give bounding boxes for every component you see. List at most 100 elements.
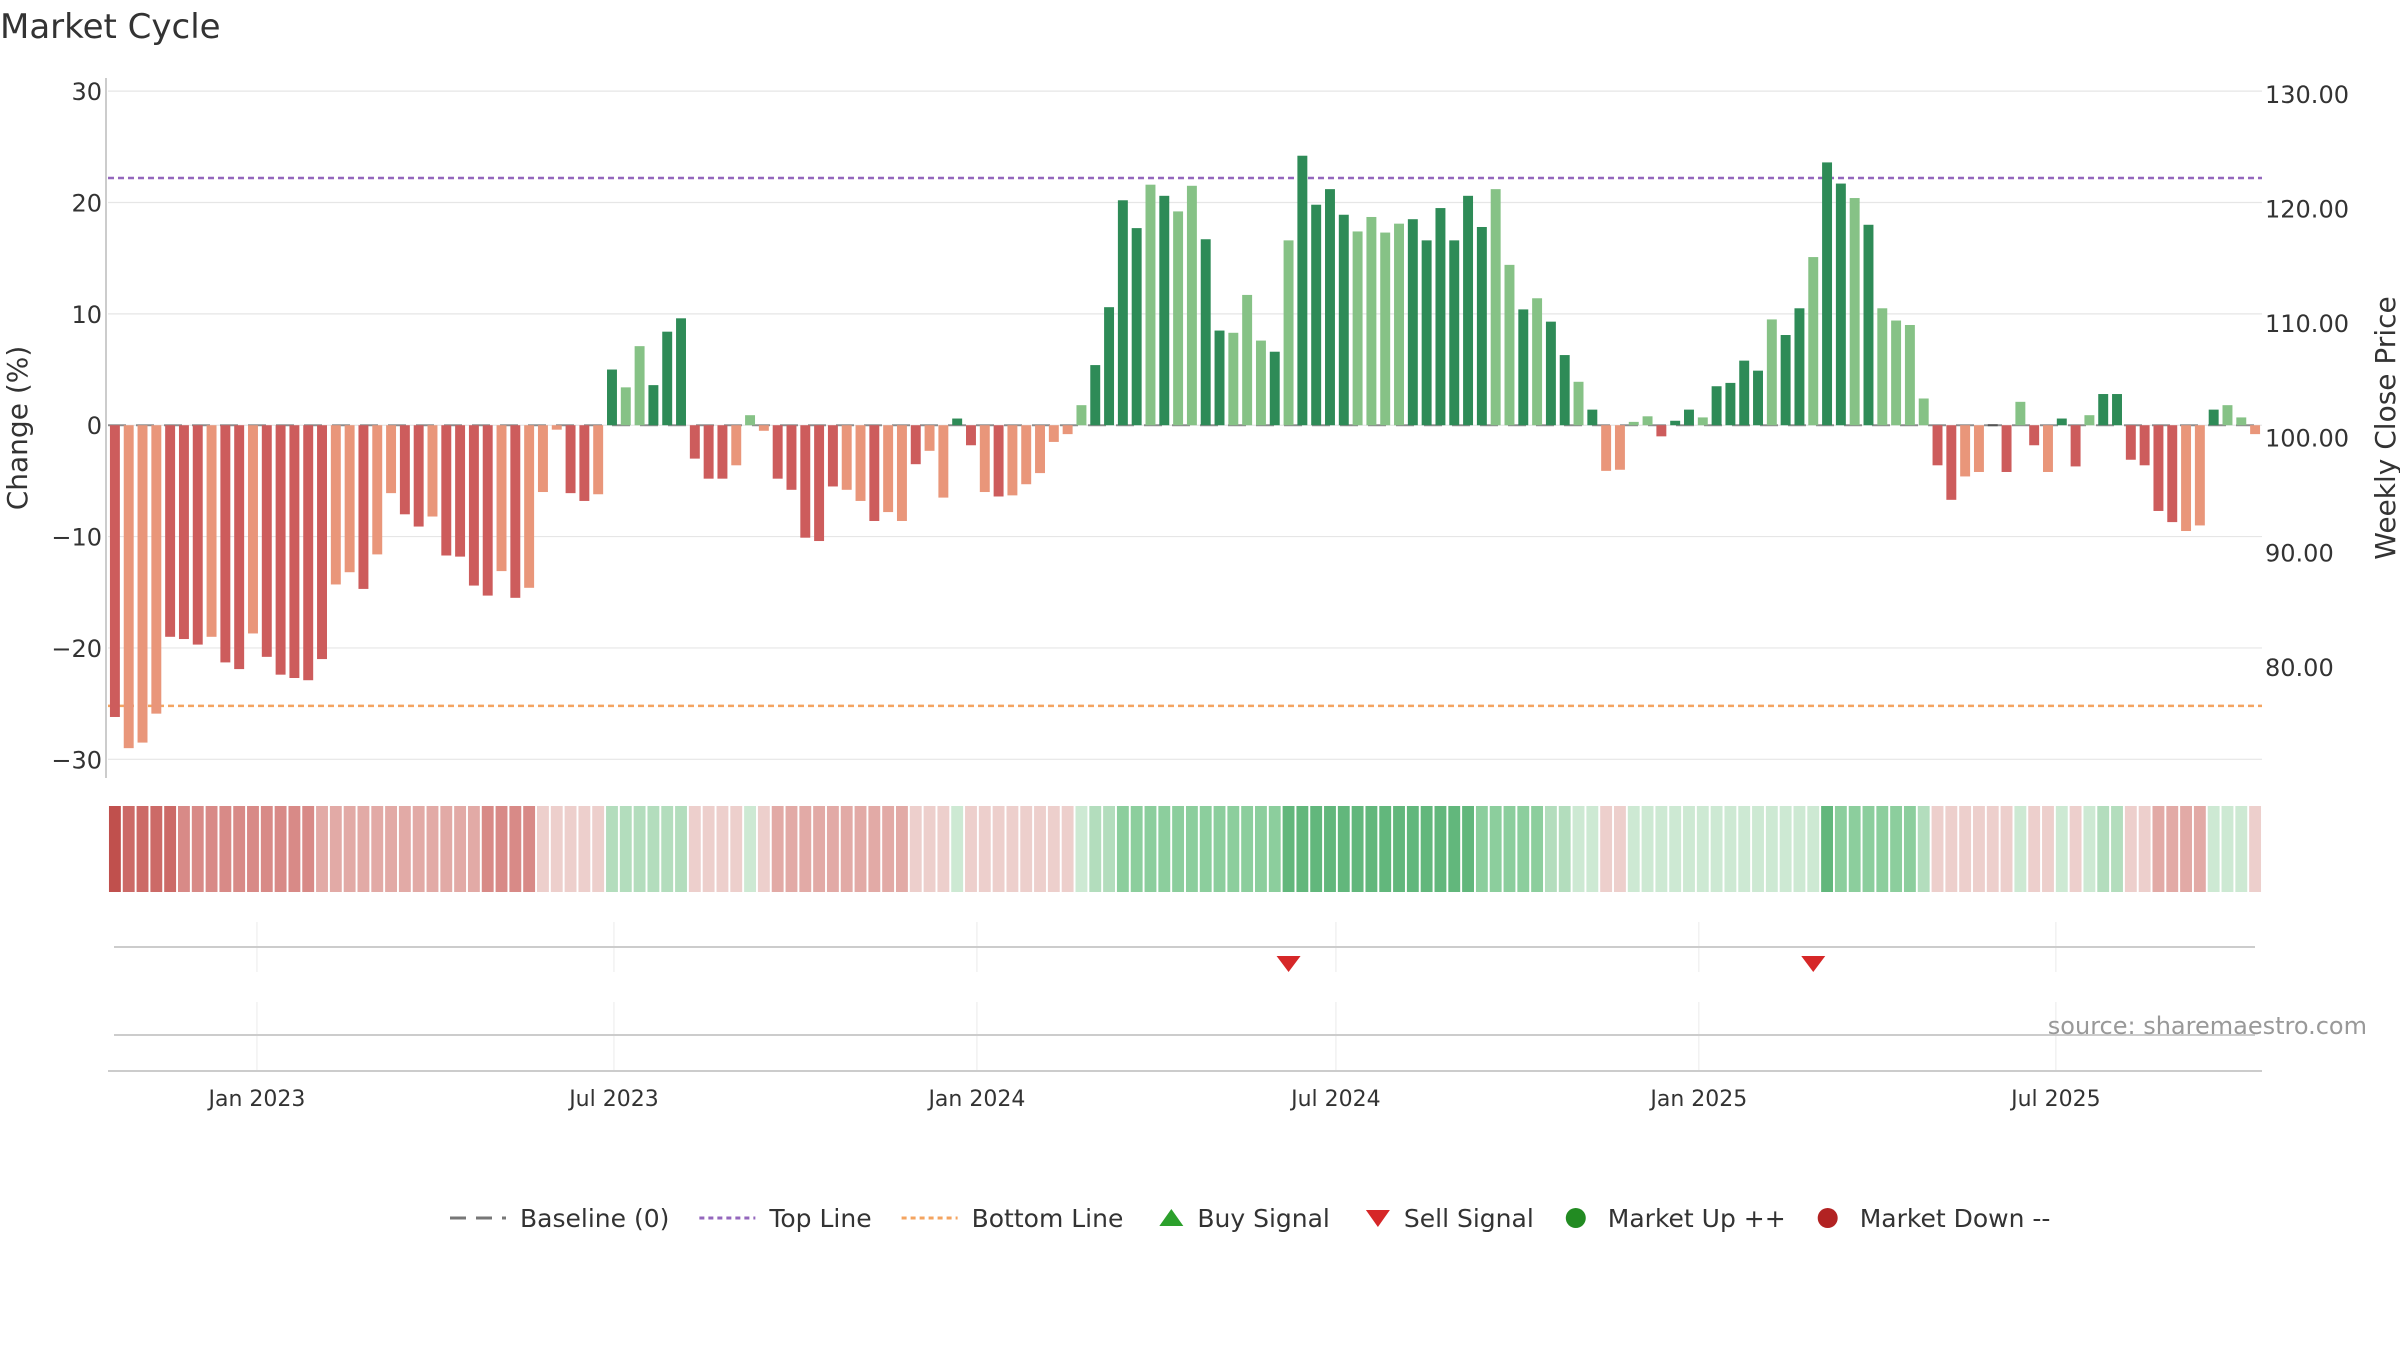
heat-cell xyxy=(896,806,908,892)
bar xyxy=(662,331,673,426)
bar xyxy=(2181,425,2192,532)
heat-cell xyxy=(191,806,204,892)
bar xyxy=(745,415,756,426)
heat-cell xyxy=(1310,806,1323,892)
heat-cell xyxy=(1448,806,1461,892)
bar xyxy=(551,425,562,430)
heat-cell xyxy=(1517,806,1530,892)
heat-cell xyxy=(150,806,163,892)
heat-cell xyxy=(1227,806,1240,892)
legend-item-baseline: Baseline (0) xyxy=(450,1204,669,1233)
x-tick-label: Jul 2025 xyxy=(2009,1087,2101,1112)
bar xyxy=(1891,320,1902,426)
bar xyxy=(910,425,921,465)
heat-cell xyxy=(1724,806,1737,892)
bar xyxy=(1173,211,1184,426)
bar xyxy=(2222,405,2233,426)
heat-cell xyxy=(454,806,467,892)
bar xyxy=(275,425,286,675)
heat-cell xyxy=(2180,806,2192,892)
heat-cell xyxy=(398,806,411,892)
bar xyxy=(1960,425,1971,477)
heat-cell xyxy=(426,806,439,892)
bar xyxy=(1670,420,1681,426)
bar xyxy=(2070,425,2081,467)
change-bars xyxy=(109,155,2261,749)
bar xyxy=(827,425,838,487)
heat-cell xyxy=(357,806,370,892)
heat-cell xyxy=(1614,806,1626,892)
bar xyxy=(1849,198,1860,426)
heat-cell xyxy=(2166,806,2179,892)
heat-cell xyxy=(1890,806,1903,892)
heat-cell xyxy=(1696,806,1709,892)
heat-cell xyxy=(1655,806,1668,892)
heat-cell xyxy=(178,806,190,892)
heat-cell xyxy=(1282,806,1295,892)
bar xyxy=(178,425,189,640)
bar xyxy=(1394,223,1404,426)
heat-cell xyxy=(2249,806,2262,892)
bar xyxy=(1587,409,1598,426)
heat-cell xyxy=(1807,806,1820,892)
heat-cell xyxy=(1641,806,1654,892)
bar xyxy=(1242,294,1253,426)
heat-cell xyxy=(1061,806,1074,892)
bar xyxy=(896,425,907,521)
bar xyxy=(372,425,383,555)
y-tick-label-right: 120.00 xyxy=(2265,195,2349,223)
y-axis-left-label: Change (%) xyxy=(1,346,34,511)
heat-cell xyxy=(675,806,687,892)
bar xyxy=(2084,415,2095,426)
heat-cell xyxy=(937,806,950,892)
bar xyxy=(220,425,231,663)
heat-cell xyxy=(1683,806,1695,892)
heat-cell xyxy=(1793,806,1806,892)
bar xyxy=(1421,240,1432,426)
bar xyxy=(1614,425,1625,470)
bar xyxy=(2250,425,2261,435)
bar xyxy=(1380,232,1391,426)
heat-cell xyxy=(1821,806,1833,892)
heat-cell xyxy=(619,806,632,892)
bar xyxy=(2194,425,2205,526)
bar xyxy=(1863,224,1874,426)
y-tick-label-right: 80.00 xyxy=(2265,654,2334,682)
bar xyxy=(979,425,990,493)
bar xyxy=(344,425,355,573)
source-text: source: sharemaestro.com xyxy=(2048,1012,2367,1040)
bar xyxy=(966,425,976,446)
heat-cell xyxy=(1917,806,1930,892)
bar xyxy=(2098,394,2109,426)
bar xyxy=(2139,425,2150,466)
bar xyxy=(1007,425,1018,496)
heat-cell xyxy=(578,806,591,892)
bar xyxy=(358,425,369,589)
bar xyxy=(1490,189,1501,426)
heat-cell xyxy=(1973,806,1985,892)
heat-cell xyxy=(2207,806,2220,892)
heat-cell xyxy=(992,806,1005,892)
y-tick-label-right: 90.00 xyxy=(2265,539,2334,567)
bar xyxy=(441,425,452,556)
bar xyxy=(468,425,479,586)
heat-cell xyxy=(1172,806,1185,892)
heat-cell xyxy=(2083,806,2096,892)
heat-cell xyxy=(1089,806,1102,892)
heat-cell xyxy=(2097,806,2110,892)
heat-cell xyxy=(247,806,259,892)
triangle-up-icon xyxy=(1159,1209,1184,1226)
heat-cell xyxy=(316,806,328,892)
bar xyxy=(1766,319,1777,426)
legend-label: Bottom Line xyxy=(972,1204,1124,1233)
bar xyxy=(455,425,466,557)
bar xyxy=(1076,405,1087,426)
bar xyxy=(620,387,631,426)
bar xyxy=(1545,321,1556,426)
heat-cell xyxy=(1876,806,1889,892)
y-tick-label-left: 0 xyxy=(87,412,102,440)
bar xyxy=(1407,219,1418,426)
bar xyxy=(1711,386,1722,426)
x-tick-label: Jan 2025 xyxy=(1648,1087,1747,1112)
bar xyxy=(330,425,341,585)
